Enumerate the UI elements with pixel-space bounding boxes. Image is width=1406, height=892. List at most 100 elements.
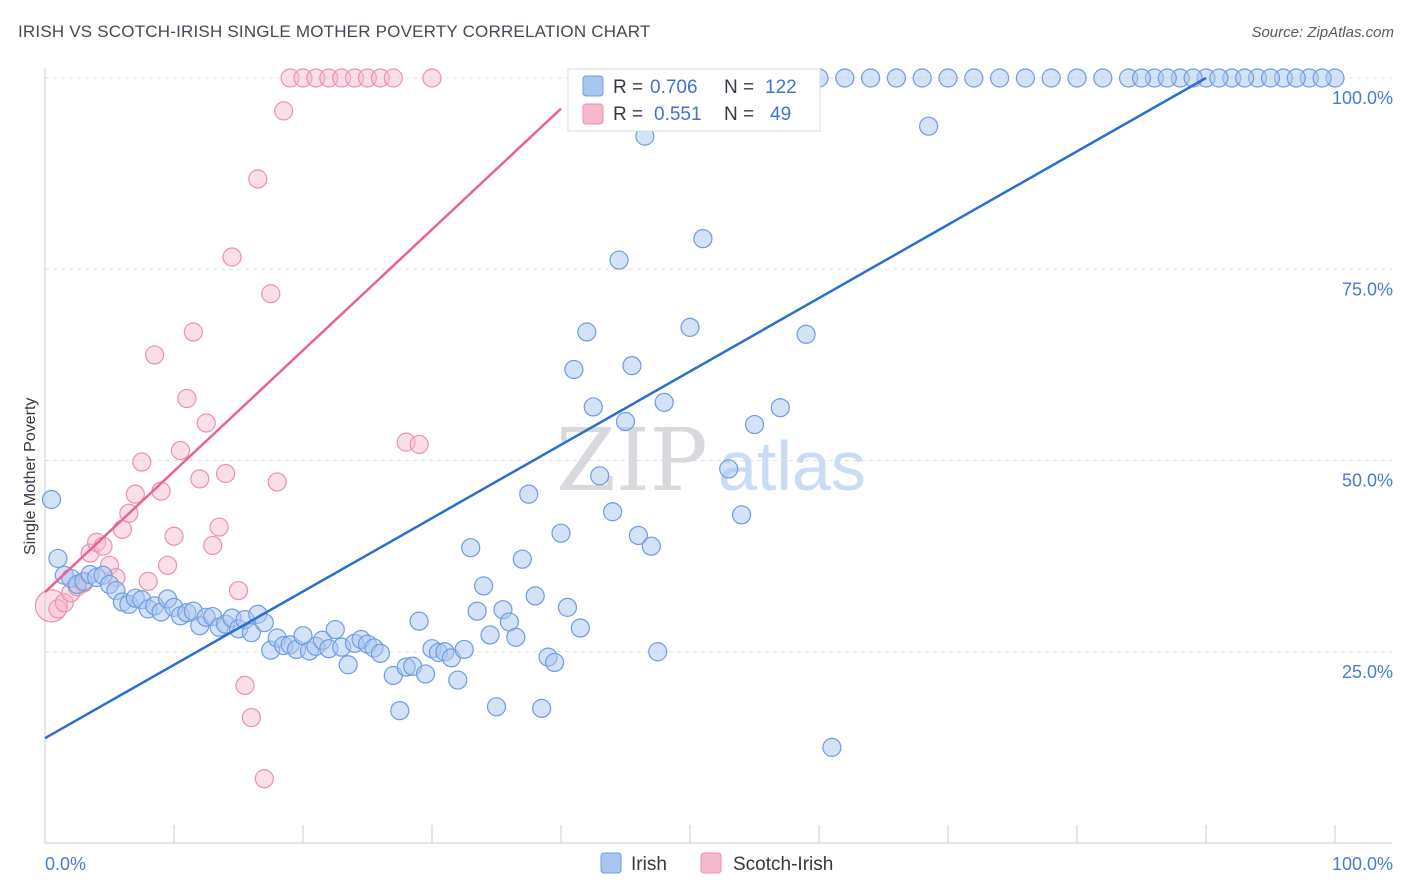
irish-point [370, 643, 390, 663]
irish-point [1093, 68, 1113, 88]
legend-n-label-scotch-irish: N = [724, 104, 754, 125]
irish-point [551, 523, 571, 543]
irish-point [448, 670, 468, 690]
watermark-atlas: atlas [718, 427, 866, 505]
scotch-irish-points [34, 68, 442, 789]
bottom-legend-swatch-scotch-irish [700, 852, 722, 874]
scotch-irish-point [190, 469, 210, 489]
irish-point [577, 322, 597, 342]
irish-point [628, 525, 649, 546]
scotch-irish-point [203, 535, 223, 556]
irish-point [822, 737, 842, 757]
legend-r-label-irish: R = [613, 77, 643, 98]
y-tick-label: 25.0% [1342, 662, 1393, 682]
irish-point [454, 639, 474, 660]
x-tick-label-left: 0.0% [45, 854, 86, 874]
legend-r-value-scotch-irish: 0.551 [654, 104, 702, 125]
scotch-irish-point [274, 101, 294, 121]
irish-point [41, 489, 62, 510]
irish-point [1286, 68, 1306, 88]
scotch-irish-point [93, 536, 113, 556]
irish-point [919, 116, 939, 136]
irish-point [390, 701, 410, 721]
scotch-irish-point [164, 526, 184, 546]
irish-point [338, 655, 358, 675]
irish-point [744, 414, 765, 435]
legend-n-label-irish: N = [724, 77, 754, 98]
scotch-irish-point [112, 519, 133, 539]
series-legend: Irish Scotch-Irish [600, 852, 833, 875]
irish-point [467, 601, 487, 621]
irish-point [615, 411, 636, 432]
scotch-irish-point [254, 769, 274, 789]
irish-point [583, 397, 603, 417]
scotch-irish-point [177, 388, 197, 409]
irish-point [1041, 68, 1061, 88]
scotch-irish-trend-line [44, 107, 562, 593]
scotch-irish-point [157, 555, 178, 575]
irish-point [241, 623, 261, 643]
irish-point [544, 652, 565, 673]
irish-point [731, 505, 752, 525]
chart-source: Source: ZipAtlas.com [1251, 24, 1394, 41]
irish-point [654, 392, 674, 412]
scotch-irish-point [209, 517, 229, 537]
irish-point [48, 548, 68, 569]
trend-lines [44, 76, 1207, 740]
y-tick-label: 50.0% [1342, 471, 1393, 491]
irish-point [461, 538, 481, 558]
scotch-irish-point [132, 452, 152, 472]
irish-point [506, 627, 526, 647]
scotch-irish-point [222, 247, 242, 267]
scotch-irish-point [54, 593, 74, 613]
y-tick-label: 100.0% [1332, 88, 1393, 108]
irish-point [886, 68, 907, 88]
irish-point [564, 359, 584, 380]
legend-n-value-scotch-irish: 49 [770, 104, 791, 125]
scotch-irish-point [383, 68, 403, 88]
irish-point [325, 619, 345, 640]
irish-point [519, 484, 539, 504]
scotch-irish-point [261, 284, 281, 304]
scotch-irish-point [170, 440, 191, 461]
irish-point [525, 586, 545, 606]
y-tick-label: 75.0% [1342, 279, 1393, 299]
irish-point [770, 398, 790, 418]
irish-point [938, 68, 958, 88]
legend-n-value-irish: 122 [765, 77, 797, 98]
irish-point [590, 466, 610, 486]
irish-point [860, 68, 881, 88]
irish-point [557, 597, 578, 617]
irish-point [486, 697, 507, 717]
legend-r-label-scotch-irish: R = [613, 104, 643, 125]
irish-point [474, 576, 494, 596]
scotch-irish-point [145, 345, 165, 365]
legend-swatch-scotch-irish [582, 103, 604, 125]
bottom-legend-scotch-irish: Scotch-Irish [733, 854, 833, 875]
irish-points [41, 68, 1345, 757]
irish-point [415, 664, 436, 684]
scotch-irish-point [34, 589, 69, 623]
scotch-irish-point [183, 322, 203, 342]
grid-lines [45, 77, 1392, 653]
irish-point [532, 698, 552, 718]
scotch-irish-point [241, 707, 261, 728]
irish-point [1260, 68, 1281, 88]
irish-point [1209, 68, 1229, 88]
scotch-irish-point [138, 571, 158, 591]
irish-point [1131, 68, 1152, 88]
scotch-irish-point [235, 675, 255, 696]
irish-point [1015, 68, 1036, 88]
tick-labels: 25.0% 50.0% 75.0% 100.0% 0.0% 100.0% [45, 88, 1393, 874]
scotch-irish-point [196, 413, 216, 433]
scotch-irish-point [248, 169, 268, 189]
irish-point [1157, 68, 1177, 88]
irish-point [719, 459, 739, 479]
bottom-legend-swatch-irish [600, 852, 622, 874]
irish-point [648, 642, 668, 662]
irish-point [693, 229, 713, 249]
legend-r-value-irish: 0.706 [650, 77, 698, 98]
y-axis-label: Single Mother Poverty [22, 398, 39, 555]
chart-title: IRISH VS SCOTCH-IRISH SINGLE MOTHER POVE… [18, 22, 651, 41]
